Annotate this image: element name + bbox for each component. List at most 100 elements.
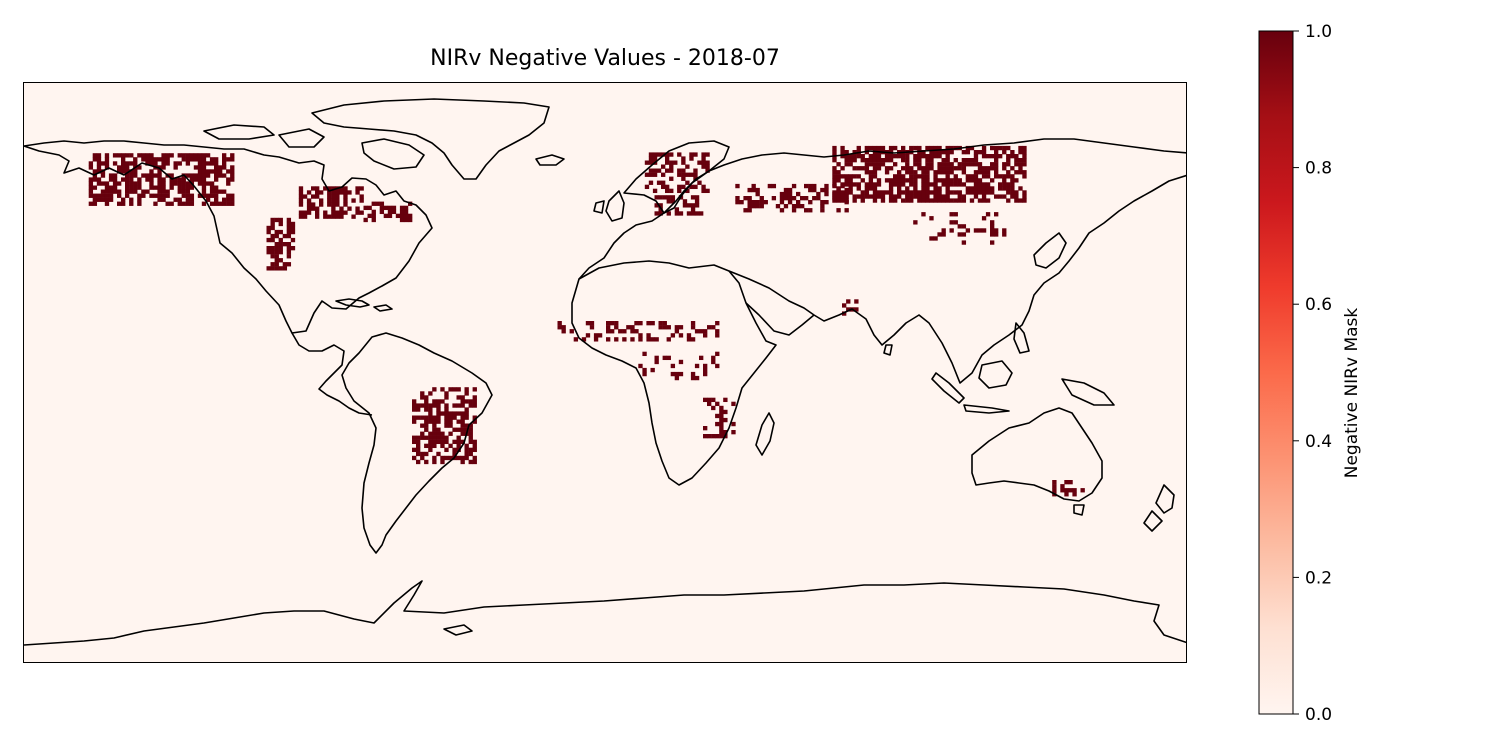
mask-cell xyxy=(117,201,122,206)
mask-cell xyxy=(286,229,292,235)
mask-cell xyxy=(359,198,364,203)
mask-cell xyxy=(214,177,219,182)
mask-cell xyxy=(652,188,658,194)
mask-cell xyxy=(197,161,203,166)
mask-cell xyxy=(905,162,910,167)
mask-cell xyxy=(472,455,477,461)
mask-cell xyxy=(981,190,987,195)
mask-cell xyxy=(820,200,825,205)
mask-cell xyxy=(452,387,457,392)
mask-cell xyxy=(424,435,429,440)
mask-cell xyxy=(888,166,894,171)
mask-cell xyxy=(929,190,934,195)
colorbar: 0.0 0.2 0.4 0.6 0.8 1.0 Negative NIRv Mask xyxy=(1258,22,1362,725)
mask-cell xyxy=(1018,150,1023,155)
mask-cell xyxy=(985,166,991,171)
mask-cell xyxy=(145,153,150,158)
mask-cell xyxy=(812,196,817,201)
mask-cell xyxy=(917,190,922,195)
mask-cell xyxy=(125,173,130,178)
mask-cell xyxy=(787,196,793,201)
mask-cell xyxy=(222,173,227,178)
mask-cell xyxy=(703,426,708,431)
mask-cell xyxy=(1022,170,1027,175)
mask-cell xyxy=(428,415,433,420)
coastline-ireland xyxy=(593,200,605,214)
mask-cell xyxy=(681,160,686,165)
mask-cell xyxy=(153,161,158,166)
mask-cell xyxy=(791,208,797,213)
mask-cell xyxy=(994,162,999,167)
mask-cell xyxy=(153,173,158,178)
mask-cell xyxy=(606,337,611,342)
mask-cell xyxy=(197,165,203,170)
mask-cell xyxy=(921,178,926,183)
mask-cell xyxy=(214,161,219,166)
mask-cell xyxy=(266,250,271,255)
mask-cell xyxy=(990,166,995,171)
mask-cell xyxy=(399,205,405,211)
mask-cell xyxy=(864,194,870,199)
mask-cell xyxy=(699,329,704,334)
mask-cell xyxy=(1006,186,1011,191)
mask-cell xyxy=(399,213,405,219)
mask-cell xyxy=(133,161,138,166)
mask-cell xyxy=(290,246,296,251)
mask-cell xyxy=(185,193,191,198)
mask-cell xyxy=(226,177,231,182)
mask-cell xyxy=(290,221,296,227)
mask-cell xyxy=(969,158,975,163)
mask-cell xyxy=(969,145,975,151)
mask-cell xyxy=(941,166,946,171)
mask-cell xyxy=(125,177,130,182)
mask-cell xyxy=(842,303,847,308)
mask-cell xyxy=(650,321,655,326)
mask-cell xyxy=(791,196,797,201)
mask-cell xyxy=(557,321,562,326)
mask-cell xyxy=(472,419,477,424)
mask-cell xyxy=(661,152,666,157)
mask-cell xyxy=(185,153,191,158)
mask-cell xyxy=(205,197,211,202)
mask-cell xyxy=(735,183,740,189)
mask-cell xyxy=(844,154,849,159)
mask-cell xyxy=(96,161,102,166)
mask-cell xyxy=(897,174,902,179)
mask-cell xyxy=(1060,484,1065,489)
mask-cell xyxy=(981,166,987,171)
mask-cell xyxy=(840,194,845,199)
mask-cell xyxy=(933,145,938,151)
mask-cell xyxy=(561,325,566,330)
mask-cell xyxy=(137,181,142,186)
mask-cell xyxy=(230,197,235,202)
mask-cell xyxy=(937,145,942,151)
mask-cell xyxy=(844,190,849,195)
mask-cell xyxy=(104,193,110,198)
mask-cell xyxy=(678,359,684,365)
mask-cell xyxy=(893,145,898,151)
mask-cell xyxy=(100,197,106,202)
mask-cell xyxy=(925,166,930,171)
mask-cell xyxy=(335,190,340,195)
mask-cell xyxy=(681,172,686,177)
mask-cell xyxy=(961,232,967,237)
mask-cell xyxy=(888,194,894,199)
mask-cell xyxy=(844,187,849,193)
mask-cell xyxy=(448,443,453,449)
mask-cell xyxy=(1080,488,1085,493)
mask-cell xyxy=(165,189,170,194)
colorbar-ticks: 0.0 0.2 0.4 0.6 0.8 1.0 xyxy=(1293,22,1332,725)
coastline-borneo xyxy=(978,360,1013,389)
mask-cell xyxy=(661,180,666,185)
mask-cell xyxy=(648,168,654,173)
mask-cell xyxy=(133,157,138,162)
mask-cell xyxy=(755,204,760,209)
mask-cell xyxy=(634,321,639,326)
mask-cell xyxy=(901,154,906,159)
mask-cell xyxy=(403,217,409,223)
mask-cell xyxy=(306,198,312,203)
mask-cell xyxy=(864,170,870,175)
mask-cell xyxy=(129,169,134,174)
mask-cell xyxy=(460,403,465,408)
mask-cell xyxy=(868,162,874,167)
